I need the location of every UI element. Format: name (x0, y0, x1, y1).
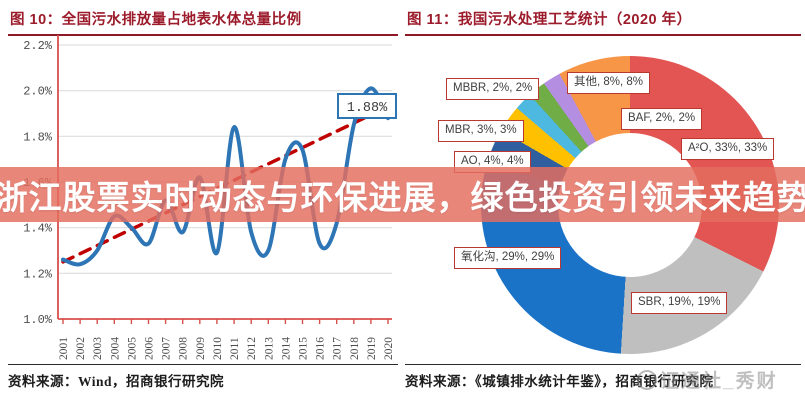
x-tick-label: 2020 (383, 337, 395, 360)
x-tick-label: 2002 (75, 337, 87, 360)
pie-label: 氧化沟, 29%, 29% (454, 247, 562, 269)
x-tick-label: 2009 (195, 337, 207, 360)
x-tick-label: 2005 (126, 337, 138, 360)
figure-11-source: 资料来源：《城镇排水统计年鉴》，招商银行研究院 (405, 364, 801, 390)
y-tick-label: 1.8% (23, 130, 53, 144)
x-tick-label: 2017 (332, 337, 344, 360)
x-tick-label: 2013 (263, 337, 275, 360)
x-tick-label: 2001 (58, 337, 70, 360)
y-tick-label: 2.0% (23, 85, 53, 99)
pie-label: A²O, 33%, 33% (681, 138, 775, 160)
y-tick-label: 1.0% (23, 313, 53, 327)
x-tick-label: 2018 (349, 337, 361, 360)
y-tick-label: 1.2% (23, 267, 53, 281)
pie-label: SBR, 19%, 19% (631, 292, 728, 314)
x-tick-label: 2019 (366, 337, 378, 360)
pie-label: MBR, 3%, 3% (438, 120, 524, 142)
y-tick-label: 2.2% (23, 39, 53, 53)
x-tick-label: 2006 (144, 337, 156, 360)
x-tick-label: 2007 (161, 337, 173, 360)
figure-10-source: 资料来源：Wind，招商银行研究院 (8, 364, 398, 390)
pie-label: MBBR, 2%, 2% (446, 78, 540, 100)
x-tick-label: 2014 (280, 337, 292, 360)
x-tick-label: 2003 (92, 337, 104, 360)
x-tick-label: 2012 (246, 337, 258, 360)
x-tick-label: 2004 (109, 337, 121, 360)
overlay-banner-text: 浙江股票实时动态与环保进展，绿色投资引领未来趋势 (0, 178, 805, 216)
x-tick-label: 2010 (212, 337, 224, 360)
x-tick-label: 2015 (298, 337, 310, 360)
pie-label: 其他, 8%, 8% (567, 72, 651, 94)
x-tick-label: 2016 (315, 337, 327, 360)
figure-11-title: 图 11：我国污水处理工艺统计（2020 年） (405, 4, 801, 36)
annotation-text: 1.88% (347, 101, 388, 116)
pie-label: BAF, 2%, 2% (621, 108, 703, 130)
x-tick-label: 2011 (229, 337, 241, 360)
annotation-box (337, 93, 397, 119)
y-tick-label: 1.4% (23, 222, 53, 236)
overlay-banner: 浙江股票实时动态与环保进展，绿色投资引领未来趋势 (0, 167, 805, 222)
figure-10-title: 图 10：全国污水排放量占地表水体总量比例 (8, 4, 398, 36)
x-tick-label: 2008 (178, 337, 190, 360)
